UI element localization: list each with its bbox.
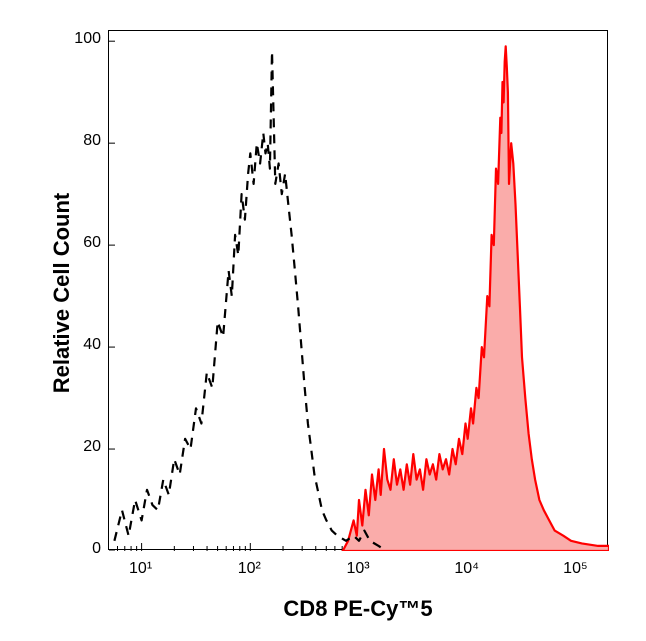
plot-area [108, 30, 608, 550]
y-tick-label: 80 [63, 132, 101, 150]
y-tick-label: 0 [63, 540, 101, 558]
y-tick-label: 100 [63, 30, 101, 48]
series-control [114, 51, 386, 551]
x-tick-label: 10² [224, 560, 274, 578]
y-tick-label: 40 [63, 336, 101, 354]
x-tick-label: 10¹ [116, 560, 166, 578]
series-stained [343, 46, 609, 551]
plot-svg [109, 31, 609, 551]
y-axis-label: Relative Cell Count [49, 163, 75, 423]
y-tick-label: 20 [63, 438, 101, 456]
x-axis-label: CD8 PE-Cy™5 [108, 596, 608, 622]
x-tick-label: 10⁴ [442, 560, 492, 578]
y-tick-label: 60 [63, 234, 101, 252]
x-tick-label: 10³ [333, 560, 383, 578]
x-tick-label: 10⁵ [550, 560, 600, 578]
flow-cytometry-histogram: Relative Cell Count CD8 PE-Cy™5 0 20 40 60 8… [0, 0, 646, 641]
